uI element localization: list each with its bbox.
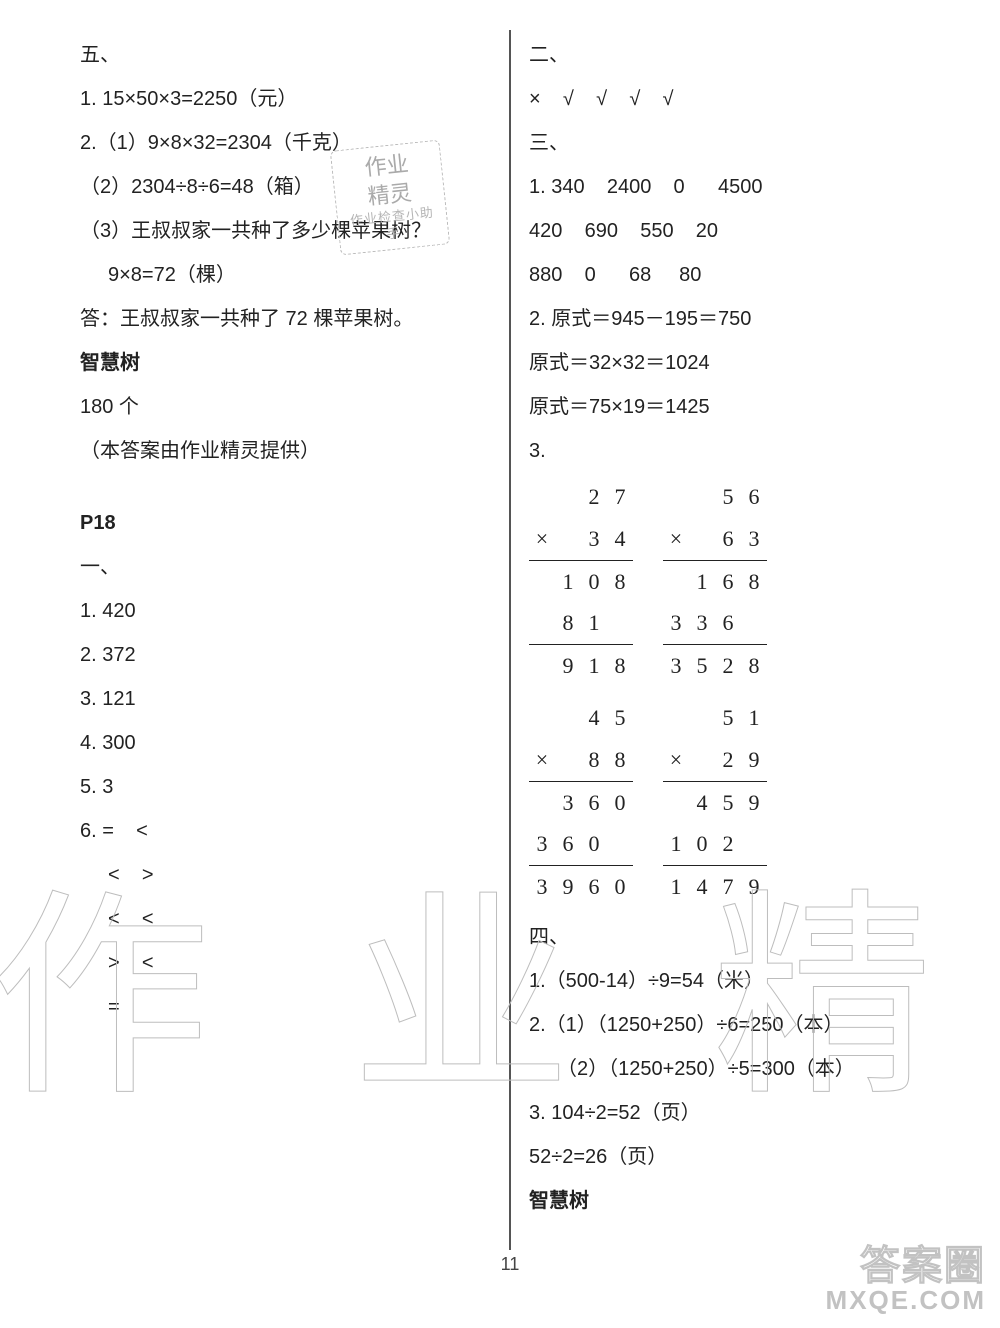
q5-2-2: （2）2304÷8÷6=48（箱） <box>80 168 491 206</box>
q3-2a: 2. 原式＝945－195＝750 <box>529 300 940 338</box>
section-1-title: 一、 <box>80 548 491 586</box>
q3-2c: 原式＝75×19＝1425 <box>529 388 940 426</box>
page-number: 11 <box>80 1254 940 1275</box>
q1-6c: < < <box>80 900 491 938</box>
right-column: 二、 × √ √ √ √ 三、 1. 340 2400 0 4500 420 6… <box>529 30 940 1250</box>
q5-2-3-answer: 答：王叔叔家一共种了 72 棵苹果树。 <box>80 300 491 338</box>
section-2-title: 二、 <box>529 36 940 74</box>
vmul-45x88: 45 ×88 360 360 3960 <box>529 697 633 908</box>
q4-3a: 3. 104÷2=52（页） <box>529 1094 940 1132</box>
vmul-row-2: 45 ×88 360 360 3960 51 ×29 459 102 1479 <box>529 697 940 908</box>
q1-5: 5. 3 <box>80 768 491 806</box>
vmul-51x29: 51 ×29 459 102 1479 <box>663 697 767 908</box>
credit-line: （本答案由作业精灵提供） <box>80 432 491 470</box>
corner-row2: MXQE.COM <box>826 1287 986 1314</box>
q5-1: 1. 15×50×3=2250（元） <box>80 80 491 118</box>
q5-2-3: （3）王叔叔家一共种了多少棵苹果树？ <box>80 212 491 250</box>
column-divider <box>509 30 511 1250</box>
q4-1: 1.（500-14）÷9=54（米） <box>529 962 940 1000</box>
section-5-title: 五、 <box>80 36 491 74</box>
q3-1-row1: 1. 340 2400 0 4500 <box>529 168 940 206</box>
q1-4: 4. 300 <box>80 724 491 762</box>
q3-3-label: 3. <box>529 432 940 470</box>
q3-1-row3: 880 0 68 80 <box>529 256 940 294</box>
section-3-title: 三、 <box>529 124 940 162</box>
q3-1-row2: 420 690 550 20 <box>529 212 940 250</box>
two-column-layout: 五、 1. 15×50×3=2250（元） 2.（1）9×8×32=2304（千… <box>80 30 940 1250</box>
q1-6a: 6. = < <box>80 812 491 850</box>
q4-2-1: 2.（1）（1250+250）÷6=250（本） <box>529 1006 940 1044</box>
q3-2b: 原式＝32×32＝1024 <box>529 344 940 382</box>
q1-6e: = <box>80 988 491 1026</box>
q2-answers: × √ √ √ √ <box>529 80 940 118</box>
q4-3b: 52÷2=26（页） <box>529 1138 940 1176</box>
zhihuishu-value: 180 个 <box>80 388 491 426</box>
q5-2-1: 2.（1）9×8×32=2304（千克） <box>80 124 491 162</box>
zhihuishu-title-left: 智慧树 <box>80 344 491 382</box>
left-column: 五、 1. 15×50×3=2250（元） 2.（1）9×8×32=2304（千… <box>80 30 491 1250</box>
zhihuishu-title-right: 智慧树 <box>529 1182 940 1220</box>
q1-2: 2. 372 <box>80 636 491 674</box>
section-4-title: 四、 <box>529 918 940 956</box>
vmul-row-1: 27 ×34 108 81 918 56 ×63 168 336 3528 <box>529 476 940 687</box>
q1-6b: < > <box>80 856 491 894</box>
p18-heading: P18 <box>80 504 491 542</box>
q1-1: 1. 420 <box>80 592 491 630</box>
vmul-27x34: 27 ×34 108 81 918 <box>529 476 633 687</box>
q5-2-3-calc: 9×8=72（棵） <box>80 256 491 294</box>
q1-6d: > < <box>80 944 491 982</box>
q1-3: 3. 121 <box>80 680 491 718</box>
vmul-56x63: 56 ×63 168 336 3528 <box>663 476 767 687</box>
q4-2-2: （2）（1250+250）÷5=300（本） <box>529 1050 940 1088</box>
